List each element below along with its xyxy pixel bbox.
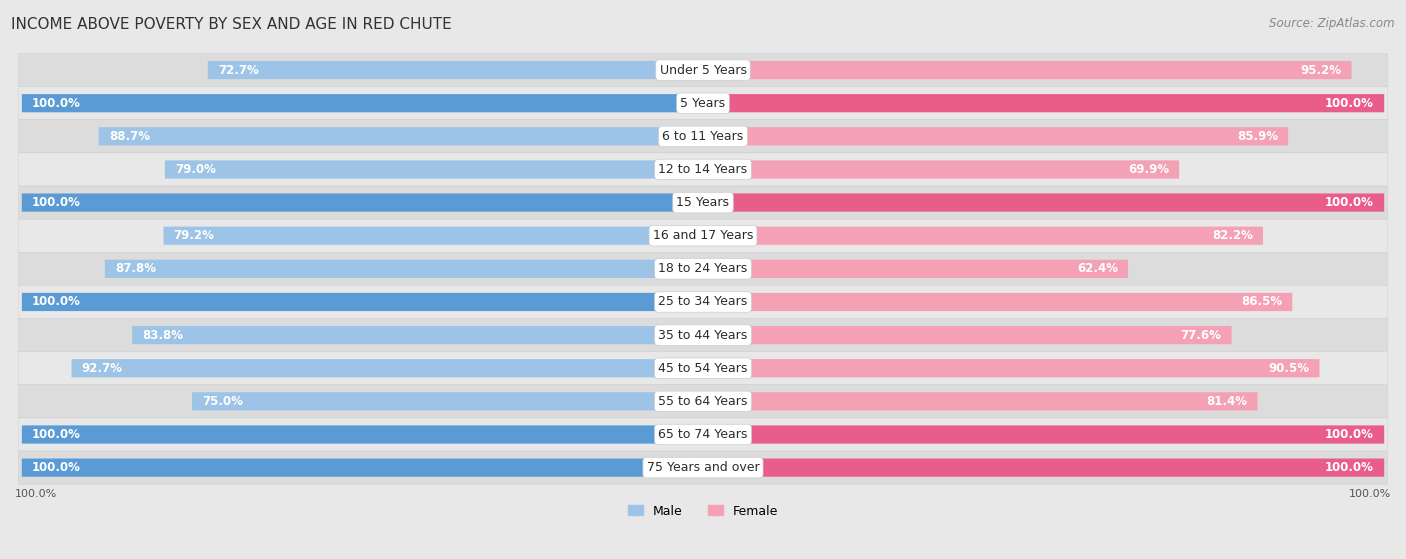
FancyBboxPatch shape xyxy=(208,61,703,79)
FancyBboxPatch shape xyxy=(18,352,1388,385)
Text: 75.0%: 75.0% xyxy=(202,395,243,408)
Text: 5 Years: 5 Years xyxy=(681,97,725,110)
Text: Source: ZipAtlas.com: Source: ZipAtlas.com xyxy=(1270,17,1395,30)
FancyBboxPatch shape xyxy=(22,94,703,112)
FancyBboxPatch shape xyxy=(18,418,1388,451)
Text: 100.0%: 100.0% xyxy=(15,489,58,499)
FancyBboxPatch shape xyxy=(703,127,1288,145)
Text: 100.0%: 100.0% xyxy=(32,461,82,474)
FancyBboxPatch shape xyxy=(18,54,1388,87)
Text: 100.0%: 100.0% xyxy=(1348,489,1391,499)
FancyBboxPatch shape xyxy=(22,458,703,477)
Text: 100.0%: 100.0% xyxy=(1324,97,1374,110)
Text: 79.0%: 79.0% xyxy=(176,163,217,176)
FancyBboxPatch shape xyxy=(132,326,703,344)
FancyBboxPatch shape xyxy=(703,260,1128,278)
FancyBboxPatch shape xyxy=(18,219,1388,252)
Text: 18 to 24 Years: 18 to 24 Years xyxy=(658,262,748,276)
Text: 90.5%: 90.5% xyxy=(1268,362,1309,375)
FancyBboxPatch shape xyxy=(703,61,1351,79)
Text: INCOME ABOVE POVERTY BY SEX AND AGE IN RED CHUTE: INCOME ABOVE POVERTY BY SEX AND AGE IN R… xyxy=(11,17,451,32)
FancyBboxPatch shape xyxy=(18,319,1388,352)
FancyBboxPatch shape xyxy=(703,359,1319,377)
FancyBboxPatch shape xyxy=(18,120,1388,153)
FancyBboxPatch shape xyxy=(22,293,703,311)
Text: 88.7%: 88.7% xyxy=(110,130,150,143)
FancyBboxPatch shape xyxy=(18,286,1388,319)
Text: 81.4%: 81.4% xyxy=(1206,395,1247,408)
Text: 69.9%: 69.9% xyxy=(1128,163,1168,176)
Text: 45 to 54 Years: 45 to 54 Years xyxy=(658,362,748,375)
Text: 62.4%: 62.4% xyxy=(1077,262,1118,276)
FancyBboxPatch shape xyxy=(163,226,703,245)
FancyBboxPatch shape xyxy=(193,392,703,410)
Text: 85.9%: 85.9% xyxy=(1237,130,1278,143)
Text: 100.0%: 100.0% xyxy=(32,428,82,441)
FancyBboxPatch shape xyxy=(165,160,703,178)
FancyBboxPatch shape xyxy=(18,153,1388,186)
Text: 6 to 11 Years: 6 to 11 Years xyxy=(662,130,744,143)
FancyBboxPatch shape xyxy=(18,385,1388,418)
Text: 12 to 14 Years: 12 to 14 Years xyxy=(658,163,748,176)
FancyBboxPatch shape xyxy=(18,87,1388,120)
Text: 87.8%: 87.8% xyxy=(115,262,156,276)
FancyBboxPatch shape xyxy=(703,94,1384,112)
Text: 75 Years and over: 75 Years and over xyxy=(647,461,759,474)
FancyBboxPatch shape xyxy=(72,359,703,377)
Text: 100.0%: 100.0% xyxy=(32,196,82,209)
FancyBboxPatch shape xyxy=(18,451,1388,484)
Text: Under 5 Years: Under 5 Years xyxy=(659,64,747,77)
Text: 86.5%: 86.5% xyxy=(1241,296,1282,309)
FancyBboxPatch shape xyxy=(18,252,1388,286)
FancyBboxPatch shape xyxy=(22,193,703,212)
Text: 100.0%: 100.0% xyxy=(1324,428,1374,441)
FancyBboxPatch shape xyxy=(703,425,1384,444)
Text: 100.0%: 100.0% xyxy=(1324,461,1374,474)
FancyBboxPatch shape xyxy=(703,160,1180,178)
FancyBboxPatch shape xyxy=(703,326,1232,344)
Text: 100.0%: 100.0% xyxy=(32,97,82,110)
FancyBboxPatch shape xyxy=(18,186,1388,219)
Text: 77.6%: 77.6% xyxy=(1181,329,1222,342)
FancyBboxPatch shape xyxy=(98,127,703,145)
Text: 79.2%: 79.2% xyxy=(174,229,215,242)
Text: 35 to 44 Years: 35 to 44 Years xyxy=(658,329,748,342)
FancyBboxPatch shape xyxy=(703,458,1384,477)
FancyBboxPatch shape xyxy=(703,293,1292,311)
Text: 83.8%: 83.8% xyxy=(142,329,183,342)
Text: 55 to 64 Years: 55 to 64 Years xyxy=(658,395,748,408)
FancyBboxPatch shape xyxy=(22,425,703,444)
Text: 92.7%: 92.7% xyxy=(82,362,122,375)
Text: 15 Years: 15 Years xyxy=(676,196,730,209)
Text: 65 to 74 Years: 65 to 74 Years xyxy=(658,428,748,441)
Text: 25 to 34 Years: 25 to 34 Years xyxy=(658,296,748,309)
FancyBboxPatch shape xyxy=(105,260,703,278)
Text: 100.0%: 100.0% xyxy=(1324,196,1374,209)
Text: 16 and 17 Years: 16 and 17 Years xyxy=(652,229,754,242)
FancyBboxPatch shape xyxy=(703,392,1257,410)
Legend: Male, Female: Male, Female xyxy=(623,500,783,523)
Text: 82.2%: 82.2% xyxy=(1212,229,1253,242)
Text: 95.2%: 95.2% xyxy=(1301,64,1341,77)
FancyBboxPatch shape xyxy=(703,193,1384,212)
Text: 72.7%: 72.7% xyxy=(218,64,259,77)
Text: 100.0%: 100.0% xyxy=(32,296,82,309)
FancyBboxPatch shape xyxy=(703,226,1263,245)
